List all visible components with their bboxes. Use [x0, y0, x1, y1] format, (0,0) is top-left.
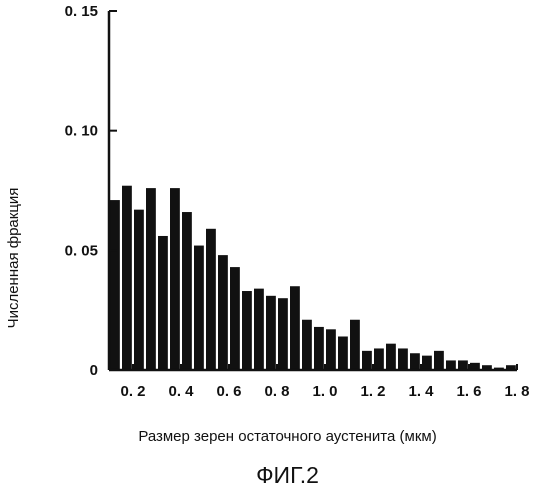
bar	[314, 327, 324, 370]
x-tick-label: 1. 4	[408, 383, 434, 400]
bar	[242, 291, 252, 370]
bar	[338, 336, 348, 370]
bar	[374, 348, 384, 370]
bar	[158, 236, 168, 370]
bar	[266, 296, 276, 370]
bar	[422, 356, 432, 370]
bar	[446, 360, 456, 370]
bar	[278, 298, 288, 370]
x-tick-label: 0. 4	[168, 383, 194, 400]
x-tick-label: 1. 2	[360, 383, 385, 400]
bar	[134, 210, 144, 370]
x-tick-label: 0. 6	[216, 383, 241, 400]
bars-group	[110, 186, 516, 370]
x-tick-label: 0. 8	[264, 383, 289, 400]
x-axis-label: Размер зерен остаточного аустенита (мкм)	[40, 428, 535, 445]
bar	[230, 267, 240, 370]
bar	[110, 200, 120, 370]
y-tick-label: 0. 15	[65, 3, 98, 20]
y-tick-label: 0	[90, 362, 98, 379]
bar	[350, 320, 360, 370]
bar	[398, 348, 408, 370]
bar	[182, 212, 192, 370]
bar	[326, 329, 336, 370]
bar	[386, 344, 396, 370]
x-tick-label: 1. 8	[504, 383, 529, 400]
y-tick-label: 0. 05	[65, 242, 98, 259]
bar	[146, 188, 156, 370]
x-tick-label: 1. 6	[456, 383, 481, 400]
bar	[218, 255, 228, 370]
bar	[410, 353, 420, 370]
bar	[434, 351, 444, 370]
bar	[302, 320, 312, 370]
bar	[458, 360, 468, 370]
bar	[254, 289, 264, 370]
y-tick-label: 0. 10	[65, 123, 98, 140]
figure-caption: ФИГ.2	[40, 462, 535, 489]
bar	[170, 188, 180, 370]
bar	[206, 229, 216, 370]
x-tick-label: 1. 0	[312, 383, 337, 400]
bar	[194, 246, 204, 370]
bar	[290, 286, 300, 370]
bar	[122, 186, 132, 370]
x-tick-label: 0. 2	[120, 383, 145, 400]
y-axis-label: Численная фракция	[5, 188, 22, 329]
bar	[362, 351, 372, 370]
